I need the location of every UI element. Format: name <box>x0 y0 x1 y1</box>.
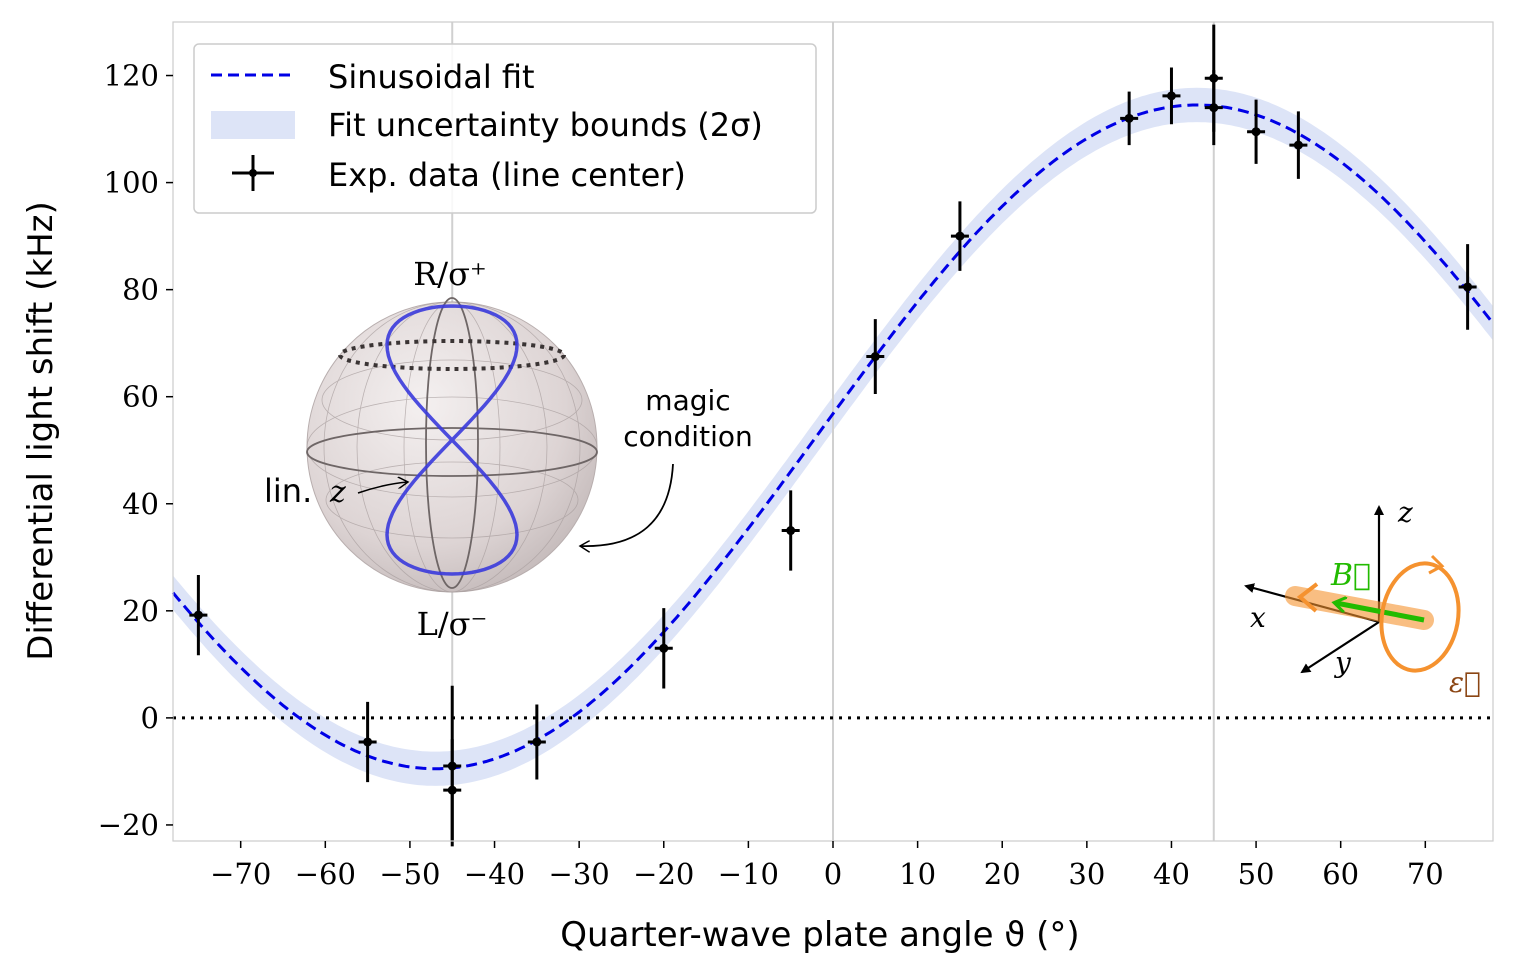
data-marker <box>1463 282 1473 292</box>
x-axis-inset-label: x <box>1250 601 1266 634</box>
data-marker <box>659 643 669 653</box>
data-marker <box>532 737 542 747</box>
legend-label-band: Fit uncertainty bounds (2σ) <box>328 106 763 144</box>
data-point <box>1204 70 1223 146</box>
x-tick-label: −70 <box>210 857 271 891</box>
y-axis-arrow <box>1300 621 1380 674</box>
sphere-left-var: z <box>329 475 346 510</box>
legend-band-swatch <box>211 111 295 139</box>
data-point <box>189 574 208 656</box>
legend: Sinusoidal fit Fit uncertainty bounds (2… <box>193 43 817 214</box>
x-tick-label: 50 <box>1238 857 1275 891</box>
b-field-arrow <box>1336 603 1425 623</box>
x-tick-label: 30 <box>1068 857 1105 891</box>
lin-z-arrow <box>357 482 408 494</box>
data-marker <box>870 352 880 362</box>
data-marker <box>363 737 373 747</box>
x-tick-label: −30 <box>549 857 610 891</box>
data-point <box>1289 111 1308 179</box>
x-axis-label: Quarter-wave plate angle ϑ (°) <box>560 915 1079 955</box>
data-marker <box>1166 91 1176 101</box>
poincare-sphere-inset: R/σ⁺ L/σ⁻ lin. z <box>264 255 598 643</box>
sphere-latitude-circle <box>338 339 566 371</box>
x-tick-label: 40 <box>1153 857 1190 891</box>
data-point <box>527 704 546 780</box>
magic-arrow <box>580 463 674 546</box>
sphere-bottom-label: L/σ⁻ <box>417 605 488 643</box>
y-tick-label: 100 <box>104 166 159 200</box>
y-tick-label: −20 <box>98 808 159 842</box>
polarization-label: ε⃗ <box>1449 666 1481 699</box>
data-marker <box>955 231 965 241</box>
data-marker <box>193 610 203 620</box>
y-tick-label: 60 <box>122 380 159 414</box>
magic-condition-annotation: magic condition <box>580 384 753 546</box>
sinusoidal-fit-line <box>171 103 1495 771</box>
axis-ticks: −70 −60 −50 −40 −30 −20 −10 0 10 20 30 40 50 60 70 −20 0… <box>98 59 1444 891</box>
y-tick-label: 0 <box>141 701 159 735</box>
sphere-body <box>306 301 598 593</box>
data-point <box>1247 99 1266 164</box>
y-tick-label: 120 <box>104 59 159 93</box>
legend-label-data: Exp. data (line center) <box>328 156 686 194</box>
data-marker <box>447 785 457 795</box>
data-marker <box>786 526 796 536</box>
y-tick-label: 80 <box>122 273 159 307</box>
y-tick-label: 40 <box>122 487 159 521</box>
data-point <box>950 201 969 271</box>
x-tick-label: −20 <box>633 857 694 891</box>
data-point <box>1458 244 1477 330</box>
plot-area <box>171 22 1495 847</box>
data-marker <box>1209 103 1219 113</box>
sphere-meridian <box>425 297 479 589</box>
polarization-direction-arrow <box>1428 554 1445 575</box>
y-tick-label: 20 <box>122 594 159 628</box>
data-point <box>866 319 885 395</box>
data-marker <box>1293 140 1303 150</box>
coordinate-inset: z x y B⃗ ε⃗ <box>1244 496 1481 699</box>
x-tick-label: −50 <box>379 857 440 891</box>
data-point <box>1162 67 1181 125</box>
sphere-grid <box>306 301 598 593</box>
magic-label-line2: condition <box>623 420 752 453</box>
sphere-left-label: lin. <box>264 472 312 510</box>
y-axis-label: Differential light shift (kHz) <box>21 201 61 661</box>
sphere-equator <box>306 427 598 477</box>
data-point <box>654 608 673 689</box>
x-tick-label: 20 <box>984 857 1021 891</box>
data-point <box>781 490 800 571</box>
y-axis-inset-label: y <box>1333 646 1352 679</box>
data-point <box>443 739 462 841</box>
data-marker <box>1124 113 1134 123</box>
x-tick-label: −60 <box>295 857 356 891</box>
x-tick-label: −10 <box>718 857 779 891</box>
legend-box <box>193 43 817 214</box>
z-axis-label: z <box>1397 496 1413 529</box>
data-marker <box>1251 127 1261 137</box>
x-tick-label: 10 <box>899 857 936 891</box>
x-tick-label: 60 <box>1322 857 1359 891</box>
x-tick-label: −40 <box>464 857 525 891</box>
legend-label-fit: Sinusoidal fit <box>328 58 535 96</box>
data-point <box>358 701 377 783</box>
legend-errorbar-swatch <box>232 155 274 191</box>
x-tick-label: 70 <box>1407 857 1444 891</box>
b-field-label: B⃗ <box>1330 558 1371 593</box>
data-point <box>1120 91 1139 146</box>
polarization-trajectory <box>385 304 519 576</box>
x-tick-label: 0 <box>824 857 842 891</box>
polarization-ellipse <box>1379 561 1461 673</box>
fit-uncertainty-band <box>173 87 1493 786</box>
beam-arrowhead <box>1296 582 1319 613</box>
sphere-top-label: R/σ⁺ <box>413 255 487 293</box>
magic-label-line1: magic <box>645 384 730 417</box>
